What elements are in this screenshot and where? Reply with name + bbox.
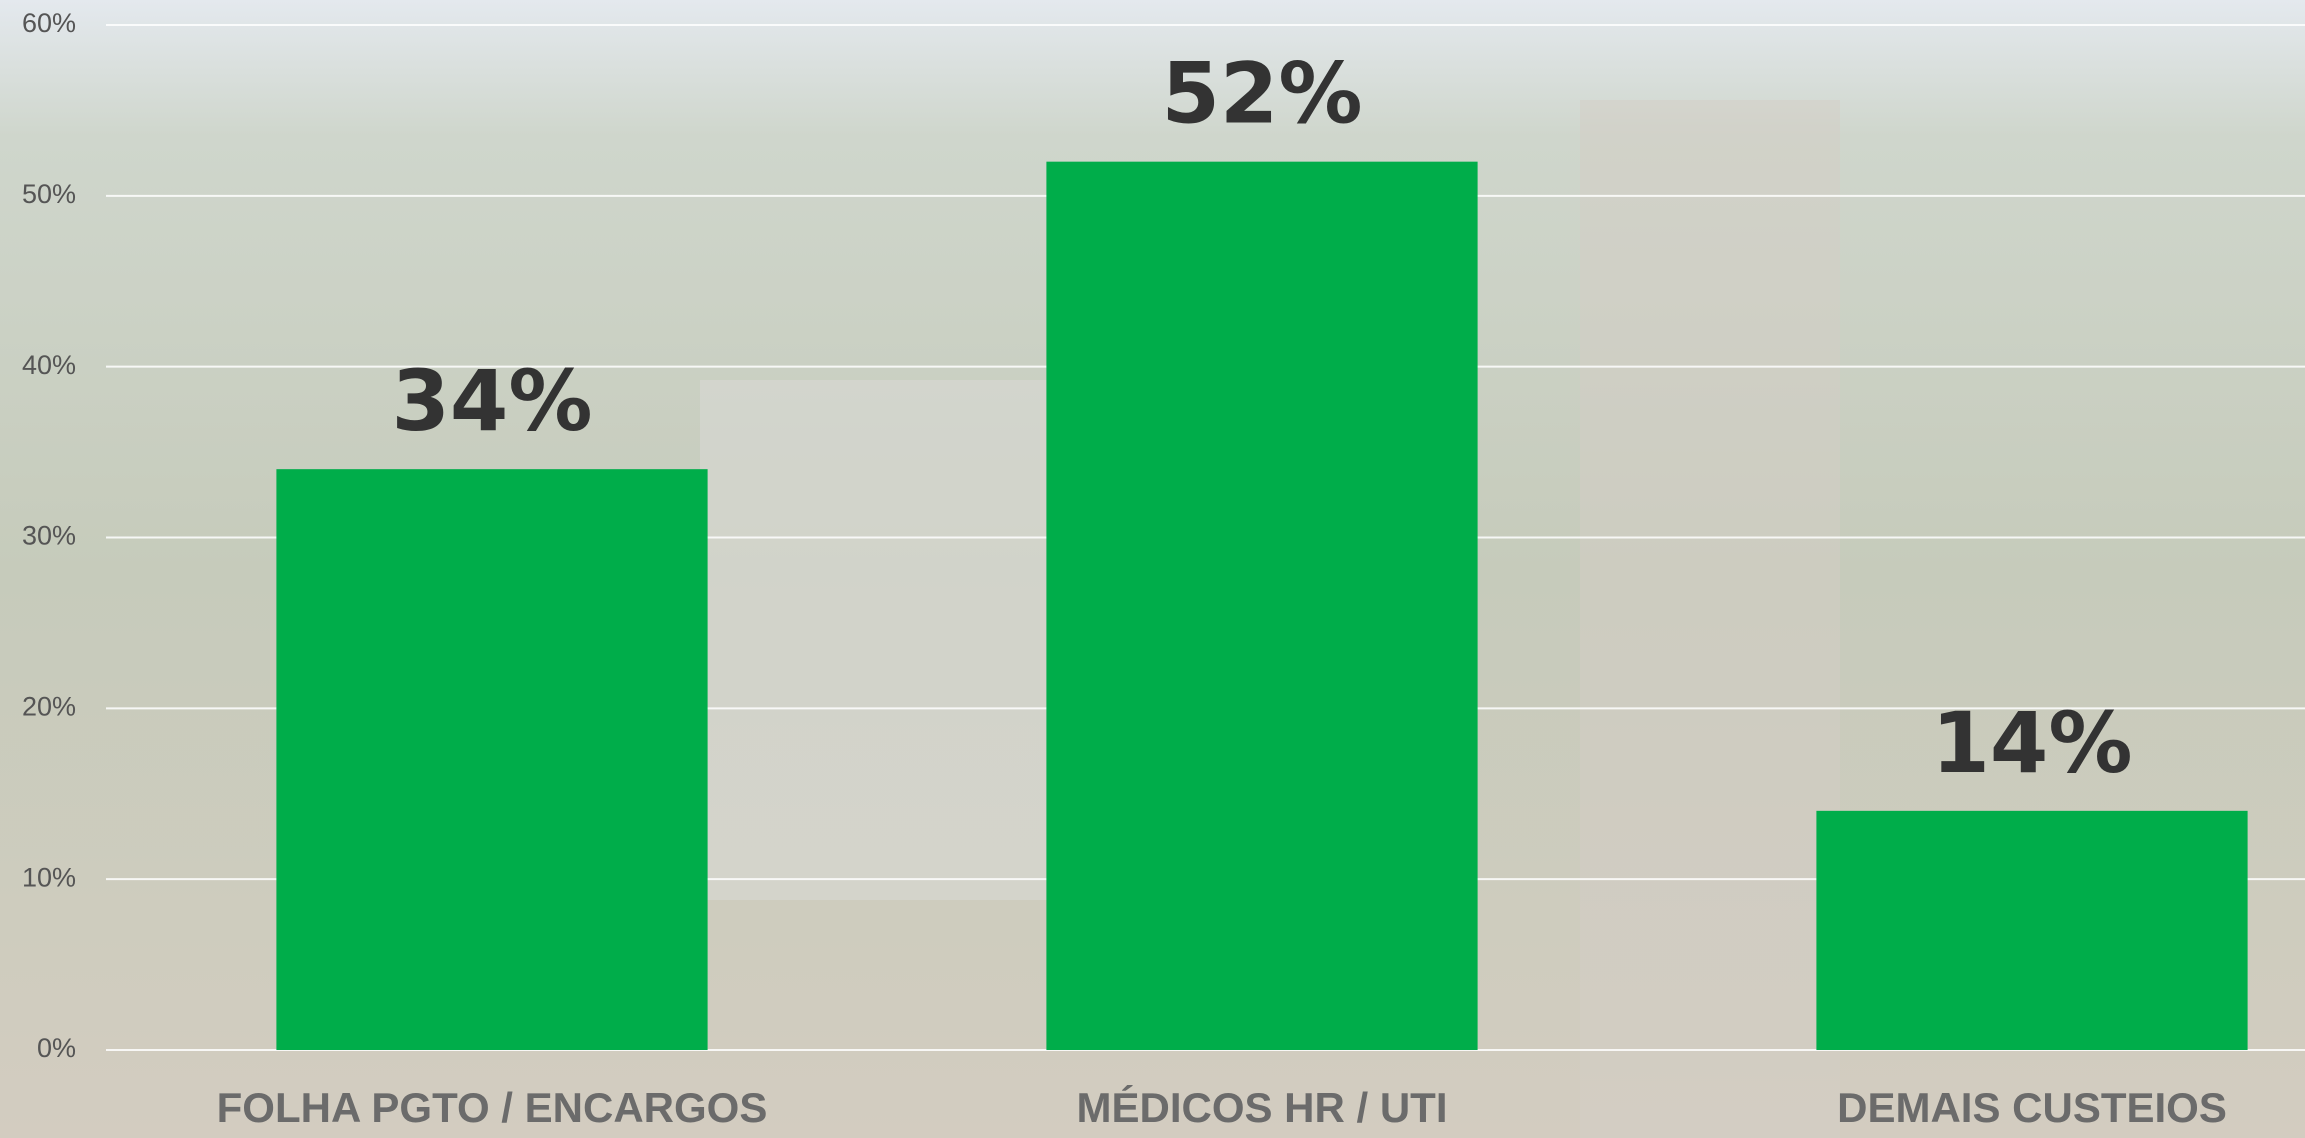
y-tick-label: 50% <box>22 179 76 209</box>
background-road <box>1580 100 1840 1138</box>
y-tick-label: 20% <box>22 691 76 721</box>
y-tick-label: 40% <box>22 350 76 380</box>
y-tick-label: 0% <box>37 1033 76 1063</box>
x-tick-label: FOLHA PGTO / ENCARGOS <box>217 1084 768 1131</box>
background-building <box>700 380 1060 900</box>
bar <box>1046 162 1477 1050</box>
y-tick-label: 60% <box>22 8 76 38</box>
value-label: 14% <box>1931 694 2132 792</box>
chart: 0% 10% 20% 30% 40% 50% 60% FOLHA PGTO / ENCARGO… <box>0 0 2305 1138</box>
bar <box>1816 811 2247 1050</box>
x-tick-label: MÉDICOS HR / UTI <box>1076 1084 1447 1131</box>
y-tick-label: 10% <box>22 862 76 892</box>
value-label: 52% <box>1161 45 1362 143</box>
bar <box>276 469 707 1050</box>
y-tick-label: 30% <box>22 521 76 551</box>
value-label: 34% <box>391 352 592 450</box>
x-tick-label: DEMAIS CUSTEIOS <box>1837 1084 2227 1131</box>
